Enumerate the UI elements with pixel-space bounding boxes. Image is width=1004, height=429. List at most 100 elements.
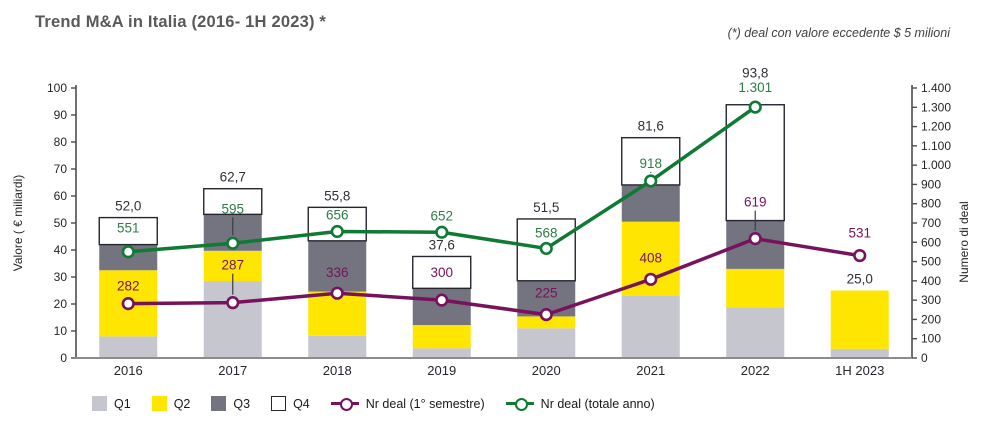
- data-point-marker: [644, 272, 658, 286]
- bar-total-label: 55,8: [324, 188, 350, 203]
- left-axis-tick-label: 90: [54, 108, 68, 122]
- combo-chart: 0 10 20 30 40 50 60 70 80 90 100 Valore ( € miliard…: [11, 66, 971, 378]
- x-axis-label: 2016: [114, 363, 143, 378]
- line-marker-icon: [505, 398, 534, 411]
- data-point-marker: [853, 248, 867, 263]
- bar-segment-q1-2021: [621, 295, 680, 358]
- chart-legend: Q1 Q2 Q3 Q4 Nr deal (1° semestre) Nr dea…: [92, 396, 655, 411]
- legend-label: Q1: [114, 396, 131, 411]
- legend-item-q1: Q1: [92, 396, 131, 411]
- x-axis-label: 2019: [427, 363, 456, 378]
- left-axis-tick-label: 50: [54, 216, 68, 230]
- data-point-marker: [330, 286, 344, 300]
- point-value-label: 918: [639, 156, 662, 171]
- data-point-marker: [748, 232, 762, 246]
- bar-segment-q1-2022: [726, 307, 785, 358]
- x-axis-label: 2018: [323, 363, 352, 378]
- point-value-label: 619: [744, 195, 767, 210]
- bar-segment-q1-2018: [308, 335, 367, 358]
- right-axis-tick-label: 200: [921, 312, 941, 326]
- bar-total-label: 25,0: [847, 272, 873, 287]
- legend-label: Q4: [293, 396, 310, 411]
- line-marker-icon: [330, 398, 359, 411]
- left-axis-tick-label: 0: [60, 351, 67, 365]
- left-axis-tick-label: 30: [54, 270, 68, 284]
- right-axis-tick-label: 1.200: [921, 120, 951, 134]
- bar-segment-q3-2018: [308, 240, 367, 292]
- x-axis-label: 1H 2023: [835, 363, 884, 378]
- x-axis-label: 2022: [741, 363, 770, 378]
- left-axis-tick-label: 80: [54, 135, 68, 149]
- q4-swatch-icon: [271, 396, 287, 411]
- right-axis-tick-label: 900: [921, 177, 941, 191]
- point-value-label: 287: [221, 258, 244, 273]
- right-axis-tick-label: 800: [921, 197, 941, 211]
- data-point-marker: [539, 241, 553, 256]
- data-point-marker: [435, 293, 449, 307]
- point-value-label: 1.301: [738, 80, 772, 95]
- left-axis-tick-label: 40: [54, 243, 68, 257]
- q2-swatch-icon: [151, 396, 167, 411]
- right-axis-tick-label: 500: [921, 255, 941, 269]
- bar-segment-q2-1H2023: [830, 290, 889, 349]
- right-axis-title: Numero di deal: [957, 201, 971, 282]
- right-axis-tick-label: 1.100: [921, 139, 951, 153]
- right-axis-tick-label: 1.400: [921, 81, 951, 95]
- point-value-label: 408: [639, 250, 662, 265]
- data-point-marker: [330, 224, 344, 239]
- bar-total-label: 37,6: [429, 237, 455, 252]
- point-value-label: 225: [535, 286, 558, 301]
- legend-item-nr-deal-totale: Nr deal (totale anno): [505, 396, 655, 411]
- data-point-marker: [539, 308, 553, 322]
- data-point-marker: [644, 174, 658, 188]
- bar-segment-q1-1H2023: [830, 348, 889, 358]
- left-axis-tick-label: 60: [54, 189, 68, 203]
- left-axis-tick-label: 10: [54, 324, 68, 338]
- bar-segment-q2-2020: [517, 316, 576, 329]
- legend-label: Q3: [233, 396, 251, 411]
- bar-total-label: 93,8: [742, 66, 768, 81]
- line-nr-deal-1-semestre-: [126, 236, 862, 317]
- right-axis-tick-label: 1.300: [921, 100, 951, 114]
- x-axis-label: 2021: [636, 363, 665, 378]
- point-value-label: 652: [430, 208, 453, 223]
- right-axis-tick-label: 0: [921, 351, 928, 365]
- legend-item-q3: Q3: [211, 396, 250, 411]
- bar-segment-q1-2016: [99, 336, 158, 358]
- legend-label: Q2: [173, 396, 191, 411]
- point-value-label: 656: [326, 207, 349, 222]
- bar-segment-q2-2019: [412, 325, 471, 349]
- legend-item-q2: Q2: [151, 396, 191, 411]
- bar-segment-q3-2021: [621, 184, 680, 222]
- right-axis-tick-label: 100: [921, 332, 941, 346]
- bar-segment-q4-2019: [412, 255, 472, 290]
- legend-label: Nr deal (1° semestre): [365, 396, 485, 411]
- right-axis-tick-label: 600: [921, 235, 941, 249]
- legend-item-nr-deal-semestre: Nr deal (1° semestre): [330, 396, 485, 411]
- data-point-marker: [121, 245, 135, 259]
- x-axis-label: 2017: [218, 363, 247, 378]
- bar-segment-q2-2022: [726, 268, 785, 308]
- bar-segment-q1-2020: [517, 328, 576, 358]
- left-axis-tick-label: 100: [47, 81, 67, 95]
- point-value-label: 300: [430, 265, 453, 280]
- data-point-marker: [121, 297, 135, 311]
- bar-segment-q1-2019: [412, 348, 471, 358]
- legend-label: Nr deal (totale anno): [540, 396, 655, 411]
- data-point-marker: [226, 236, 240, 250]
- data-point-marker: [748, 100, 762, 114]
- point-value-label: 595: [221, 201, 244, 216]
- bar-total-label: 81,6: [638, 119, 664, 134]
- point-value-label: 282: [117, 279, 140, 294]
- right-axis-tick-label: 700: [921, 216, 941, 230]
- bar-total-label: 62,7: [220, 170, 246, 185]
- right-axis-tick-label: 300: [921, 293, 941, 307]
- x-axis-label: 2020: [532, 363, 561, 378]
- left-axis-title: Valore ( € miliardi): [11, 175, 25, 271]
- bar-segment-q4-2017: [203, 188, 263, 216]
- chart-title: Trend M&A in Italia (2016- 1H 2023) *: [35, 13, 327, 31]
- footnote: (*) deal con valore eccedente $ 5 milion…: [727, 26, 950, 40]
- q1-swatch-icon: [92, 396, 107, 411]
- data-point-marker: [226, 296, 240, 310]
